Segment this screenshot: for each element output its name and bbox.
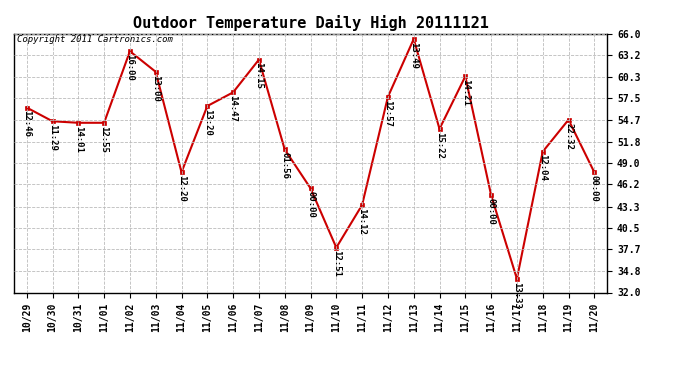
Text: 11:29: 11:29 <box>48 124 57 151</box>
Text: Copyright 2011 Cartronics.com: Copyright 2011 Cartronics.com <box>17 35 172 44</box>
Text: 12:20: 12:20 <box>177 175 186 202</box>
Text: 15:22: 15:22 <box>435 132 444 159</box>
Text: 00:00: 00:00 <box>590 175 599 202</box>
Text: 01:56: 01:56 <box>280 152 289 179</box>
Text: 14:21: 14:21 <box>461 79 470 106</box>
Title: Outdoor Temperature Daily High 20111121: Outdoor Temperature Daily High 20111121 <box>132 15 489 31</box>
Text: 22:32: 22:32 <box>564 123 573 149</box>
Text: 00:00: 00:00 <box>486 198 495 225</box>
Text: 12:55: 12:55 <box>99 126 108 153</box>
Text: 12:46: 12:46 <box>22 110 31 137</box>
Text: 13:00: 13:00 <box>151 75 160 102</box>
Text: 16:00: 16:00 <box>126 54 135 81</box>
Text: 14:01: 14:01 <box>74 126 83 153</box>
Text: 12:57: 12:57 <box>384 100 393 127</box>
Text: 13:33: 13:33 <box>513 282 522 309</box>
Text: 13:20: 13:20 <box>203 109 212 136</box>
Text: 13:49: 13:49 <box>409 42 418 69</box>
Text: 14:15: 14:15 <box>255 62 264 89</box>
Text: 12:51: 12:51 <box>332 251 341 277</box>
Text: 14:47: 14:47 <box>228 95 237 122</box>
Text: 12:04: 12:04 <box>538 154 547 182</box>
Text: 00:00: 00:00 <box>306 191 315 218</box>
Text: 14:12: 14:12 <box>357 208 366 235</box>
